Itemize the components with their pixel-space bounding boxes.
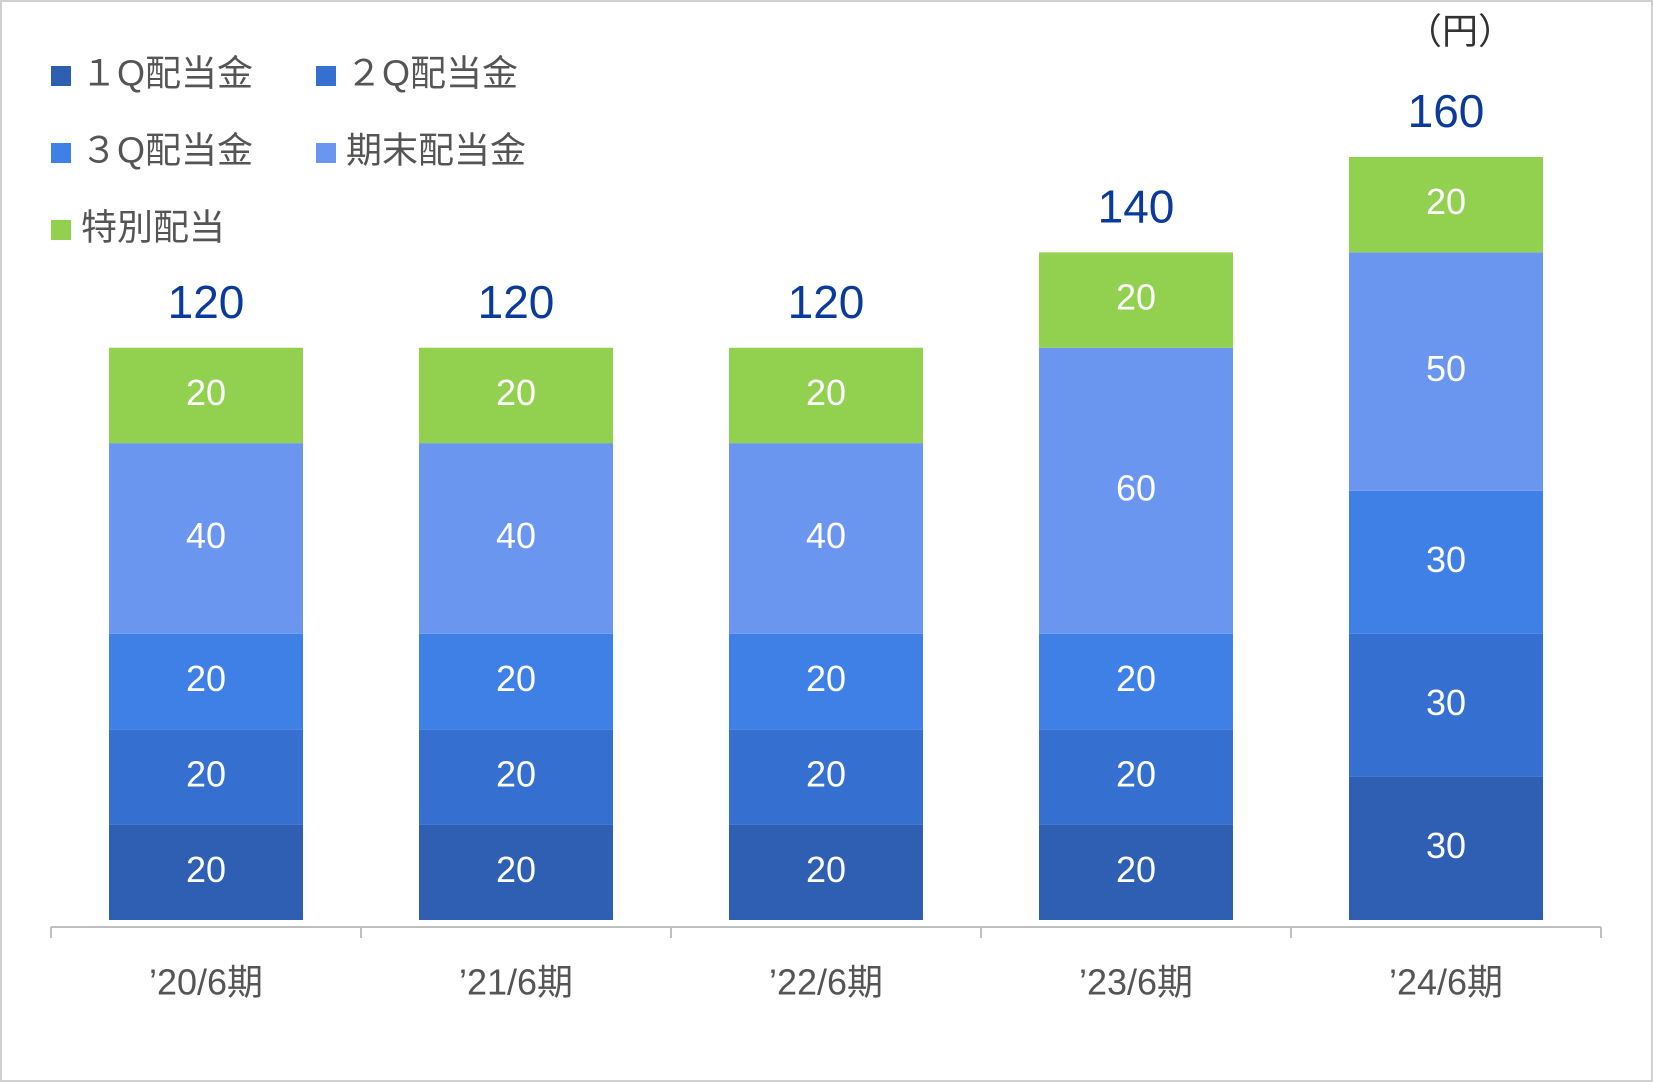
bar-segment [109,347,303,444]
legend-label: ２Q配当金 [346,53,518,94]
unit-label: （円） [1406,11,1514,52]
bar-segment [419,729,613,825]
segment-label: 20 [186,372,226,413]
bar-segment [729,824,923,920]
bar-segment [1349,157,1543,253]
bar-segment [1039,633,1233,730]
bar-segment [109,443,303,634]
total-label: 120 [168,276,245,328]
bar-segment [419,824,613,920]
segment-label: 20 [496,658,536,699]
legend-label: 期末配当金 [346,130,526,171]
total-label: 120 [478,276,555,328]
legend-swatch [51,220,71,240]
bar-segment [419,633,613,730]
segment-label: 20 [806,658,846,699]
total-label: 120 [788,276,865,328]
legend-label: ３Q配当金 [81,130,253,171]
bar-segment [1349,490,1543,634]
legend-swatch [316,143,336,163]
bar-segment [1349,633,1543,777]
bar-segment [1039,824,1233,920]
legend-swatch [316,66,336,86]
segment-label: 20 [496,849,536,890]
bar-segment [109,824,303,920]
bar-segment [729,443,923,634]
x-tick-label: ’22/6期 [769,962,883,1003]
x-tick-label: ’23/6期 [1079,962,1193,1003]
segment-label: 20 [1116,753,1156,794]
legend-label: １Q配当金 [81,53,253,94]
bar-segment [729,729,923,825]
segment-label: 20 [806,849,846,890]
legend-swatch [51,143,71,163]
segment-label: 20 [1116,658,1156,699]
x-tick-label: ’20/6期 [149,962,263,1003]
bar-segment [729,633,923,730]
legend-swatch [51,66,71,86]
x-tick-label: ’24/6期 [1389,962,1503,1003]
bar-segment [729,347,923,444]
segment-label: 20 [1116,277,1156,318]
bar-segment [419,443,613,634]
bar-segment [1039,347,1233,634]
segment-label: 40 [496,515,536,556]
segment-label: 20 [186,849,226,890]
segment-label: 50 [1426,348,1466,389]
segment-label: 20 [186,658,226,699]
segment-label: 60 [1116,467,1156,508]
segment-label: 20 [1426,181,1466,222]
segment-label: 20 [1116,849,1156,890]
bar-segment [109,633,303,730]
segment-label: 40 [186,515,226,556]
bar-segment [109,729,303,825]
bar-segment [1039,252,1233,348]
bar-segment [1039,729,1233,825]
segment-label: 20 [496,372,536,413]
segment-label: 30 [1426,539,1466,580]
segment-label: 20 [806,753,846,794]
bar-segment [1349,776,1543,920]
legend-label: 特別配当 [81,207,225,248]
total-label: 140 [1098,181,1175,233]
segment-label: 30 [1426,682,1466,723]
bar-segment [419,347,613,444]
segment-label: 20 [496,753,536,794]
x-tick-label: ’21/6期 [459,962,573,1003]
bar-segment [1349,252,1543,491]
total-label: 160 [1408,85,1485,137]
segment-label: 30 [1426,825,1466,866]
segment-label: 20 [806,372,846,413]
segment-label: 20 [186,753,226,794]
segment-label: 40 [806,515,846,556]
